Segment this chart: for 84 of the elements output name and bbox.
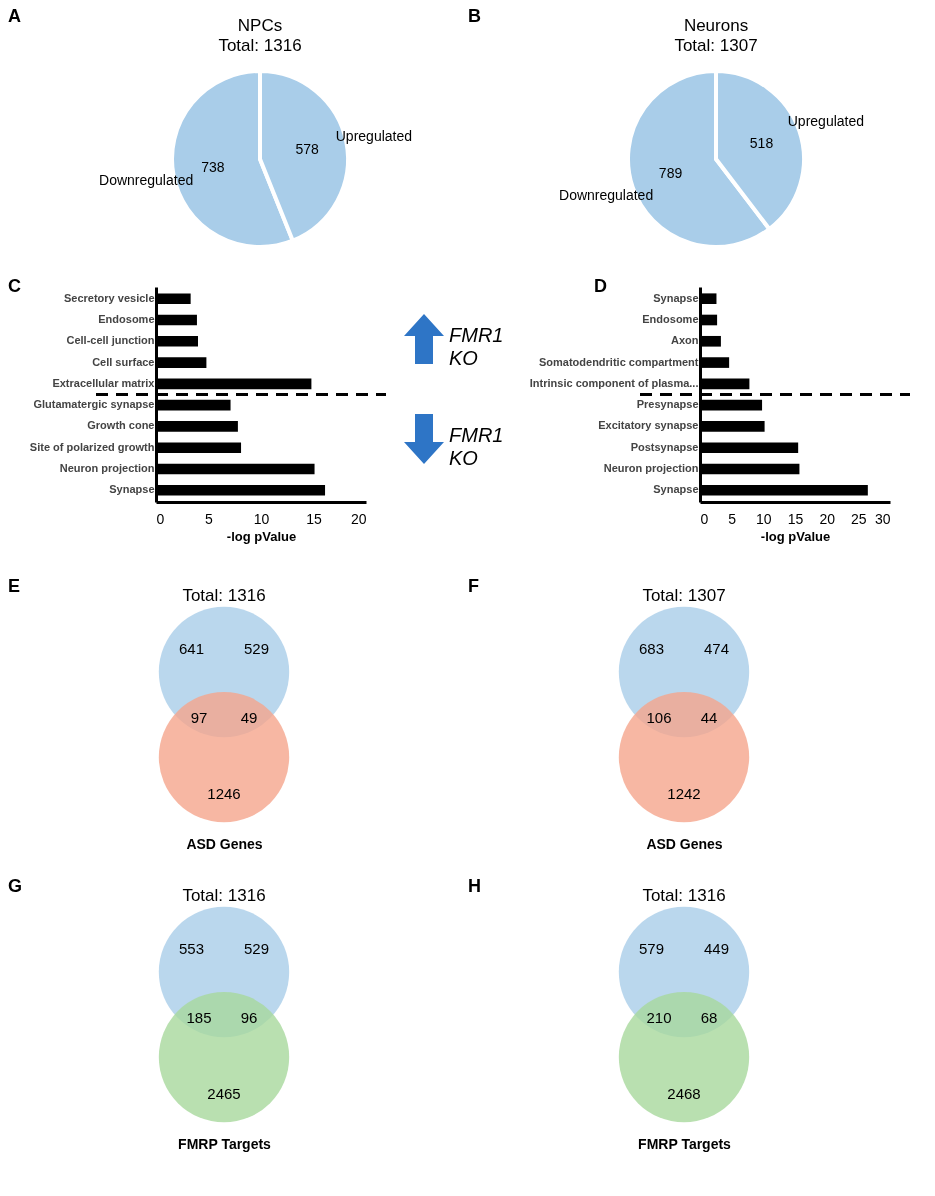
y-tick-label: Cell surface xyxy=(92,355,155,368)
text: Total: 1316 xyxy=(182,586,266,605)
x-tick-label: 25 xyxy=(851,510,867,527)
y-tick-label: Excitatory synapse xyxy=(598,419,699,432)
x-tick-label: 10 xyxy=(756,510,772,527)
text: FMR1 KO xyxy=(449,424,505,470)
slice-label: Downregulated xyxy=(559,187,654,204)
x-tick-label: 15 xyxy=(787,510,804,527)
y-tick-label: Neuron projection xyxy=(59,462,155,474)
text: F xyxy=(468,576,479,597)
y-tick-label: Glutamatergic synapse xyxy=(33,398,155,411)
y-tick-label: Somatodendritic compartment xyxy=(538,355,699,368)
x-axis-title: -log pValue xyxy=(760,528,831,544)
chart-title: Neurons xyxy=(683,16,749,35)
x-tick-label: 0 xyxy=(156,510,165,527)
slice-label: Upregulated xyxy=(787,112,865,129)
text: Total: 1316 xyxy=(182,886,266,905)
y-tick-label: Neuron projection xyxy=(603,462,699,474)
data-label: 518 xyxy=(749,134,774,151)
data-label: 789 xyxy=(658,165,683,182)
y-tick-label: Site of polarized growth xyxy=(29,440,155,453)
text: 529 xyxy=(243,940,270,957)
text: 449 xyxy=(703,940,730,957)
text: 579 xyxy=(638,940,665,957)
text: 553 xyxy=(178,940,205,957)
text: 1246 xyxy=(207,784,241,802)
text: Total: 1316 xyxy=(642,886,726,905)
x-tick-label: 0 xyxy=(700,510,709,527)
slice-label: Upregulated xyxy=(335,127,413,144)
text: 185 xyxy=(186,1009,212,1026)
text: 529 xyxy=(243,640,270,657)
text: Total: 1307 xyxy=(642,586,726,605)
y-tick-label: Secretory vesicle xyxy=(63,291,155,304)
text: A xyxy=(8,6,21,27)
text: 2468 xyxy=(667,1084,701,1102)
text: C xyxy=(8,276,21,297)
y-tick-label: Synapse xyxy=(109,483,155,496)
text: 49 xyxy=(240,709,258,726)
y-tick-label: Presynapse xyxy=(636,398,699,411)
x-tick-label: 5 xyxy=(205,510,214,527)
text: ASD Genes xyxy=(646,835,723,852)
text: 96 xyxy=(240,1009,258,1026)
text: FMRP Targets xyxy=(178,1135,272,1152)
text: E xyxy=(8,576,21,597)
y-tick-label: Growth cone xyxy=(87,419,155,432)
text: 44 xyxy=(700,709,718,726)
x-tick-label: 10 xyxy=(253,510,270,527)
x-tick-label: 5 xyxy=(728,510,737,527)
data-label: 738 xyxy=(201,159,225,176)
y-tick-label: Extracellular matrix xyxy=(52,376,156,389)
y-tick-label: Postsynapse xyxy=(630,440,699,453)
text: B xyxy=(468,6,481,27)
y-tick-label: Synapse xyxy=(653,483,699,496)
y-tick-label: Endosome xyxy=(98,313,155,325)
chart-subtitle: Total: 1316 xyxy=(218,36,302,55)
y-tick-label: Cell-cell junction xyxy=(66,334,155,347)
text: 474 xyxy=(703,640,730,657)
text: 1242 xyxy=(667,784,701,802)
x-tick-label: 20 xyxy=(350,510,367,527)
text: 210 xyxy=(646,1009,672,1026)
text: 641 xyxy=(178,640,205,657)
chart-title: NPCs xyxy=(237,16,283,35)
text: 68 xyxy=(700,1009,718,1026)
text: FMRP Targets xyxy=(638,1135,732,1152)
text: 106 xyxy=(646,709,672,726)
x-axis-title: -log pValue xyxy=(226,528,297,544)
text: 2465 xyxy=(207,1084,241,1102)
text: G xyxy=(8,876,23,897)
y-tick-label: Axon xyxy=(671,334,699,347)
text: D xyxy=(594,276,607,297)
x-tick-label: 30 xyxy=(874,510,891,527)
text: 683 xyxy=(638,640,665,657)
text: 97 xyxy=(190,709,208,726)
slice-label: Downregulated xyxy=(99,172,194,189)
y-tick-label: Intrinsic component of plasma... xyxy=(529,376,699,389)
text: ASD Genes xyxy=(186,835,263,852)
x-tick-label: 20 xyxy=(819,510,836,527)
y-tick-label: Synapse xyxy=(653,291,699,304)
chart-subtitle: Total: 1307 xyxy=(674,36,758,55)
x-tick-label: 15 xyxy=(306,510,322,527)
data-label: 578 xyxy=(295,140,320,157)
text: H xyxy=(468,876,481,897)
y-tick-label: Endosome xyxy=(642,313,699,325)
text: FMR1 KO xyxy=(449,324,505,370)
